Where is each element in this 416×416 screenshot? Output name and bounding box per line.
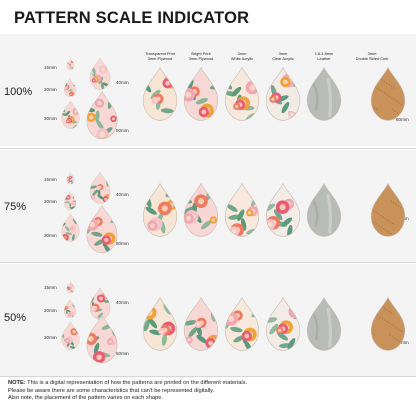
size-label: 15mm (44, 285, 57, 290)
divider (0, 262, 416, 263)
scale-label-75: 75% (4, 201, 27, 213)
teardrop-swatch (63, 191, 77, 211)
teardrop-swatch (181, 66, 221, 122)
page-title: PATTERN SCALE INDICATOR (14, 9, 250, 27)
teardrop-swatch (66, 58, 75, 71)
material-header: 1.6-1.8mm Leather (314, 51, 334, 61)
scale-label-50: 50% (4, 312, 27, 324)
teardrop-swatch (88, 171, 112, 205)
teardrop-swatch (63, 78, 77, 98)
size-label: 30mm (44, 233, 57, 238)
size-label: 30mm (44, 116, 57, 121)
teardrop-swatch (88, 287, 112, 321)
teardrop-swatch (181, 182, 221, 238)
size-label: 60mm (396, 117, 409, 122)
teardrop-swatch (222, 296, 262, 352)
material-header: 3mm White Acrylic (230, 51, 254, 61)
size-label: 60mm (396, 340, 409, 345)
size-label: 20mm (44, 308, 57, 313)
size-label: 20mm (44, 199, 57, 204)
teardrop-swatch (60, 100, 81, 129)
material-header: 3mm Double Sided Cork (355, 51, 389, 61)
disclaimer-note: NOTE: This is a digital representation o… (8, 380, 248, 401)
teardrop-swatch (368, 182, 408, 238)
material-header: 3mm Clear Acrylic (272, 51, 294, 61)
size-label: 50mm (116, 241, 129, 246)
scale-label-100: 100% (4, 86, 33, 98)
teardrop-swatch (63, 299, 77, 319)
size-label: 40mm (116, 300, 129, 305)
teardrop-swatch (66, 172, 75, 185)
teardrop-swatch (304, 182, 344, 238)
teardrop-swatch (66, 281, 75, 294)
teardrop-swatch (140, 182, 180, 238)
teardrop-swatch (88, 57, 112, 91)
size-label: 50mm (116, 351, 129, 356)
teardrop-swatch (263, 182, 303, 238)
teardrop-swatch (368, 66, 408, 122)
material-header: Transparent Print 3mm Plywood (145, 51, 175, 61)
teardrop-swatch (140, 296, 180, 352)
divider (0, 376, 416, 377)
teardrop-swatch (60, 321, 81, 350)
size-label: 30mm (44, 335, 57, 340)
divider (0, 148, 416, 149)
size-label: 40mm (116, 192, 129, 197)
size-label: 15mm (44, 177, 57, 182)
teardrop-swatch (84, 314, 120, 364)
teardrop-swatch (181, 296, 221, 352)
teardrop-swatch (263, 66, 303, 122)
teardrop-swatch (222, 66, 262, 122)
size-label: 20mm (44, 87, 57, 92)
teardrop-swatch (263, 296, 303, 352)
size-label: 50mm (116, 128, 129, 133)
teardrop-swatch (304, 296, 344, 352)
teardrop-swatch (84, 204, 120, 254)
teardrop-swatch (222, 182, 262, 238)
material-header: Bright Print 3mm Plywood (188, 51, 214, 61)
teardrop-swatch (140, 66, 180, 122)
size-label: 40mm (116, 80, 129, 85)
teardrop-swatch (368, 296, 408, 352)
teardrop-swatch (304, 66, 344, 122)
teardrop-swatch (60, 213, 81, 242)
teardrop-swatch (84, 90, 120, 140)
size-label: 15mm (44, 65, 57, 70)
